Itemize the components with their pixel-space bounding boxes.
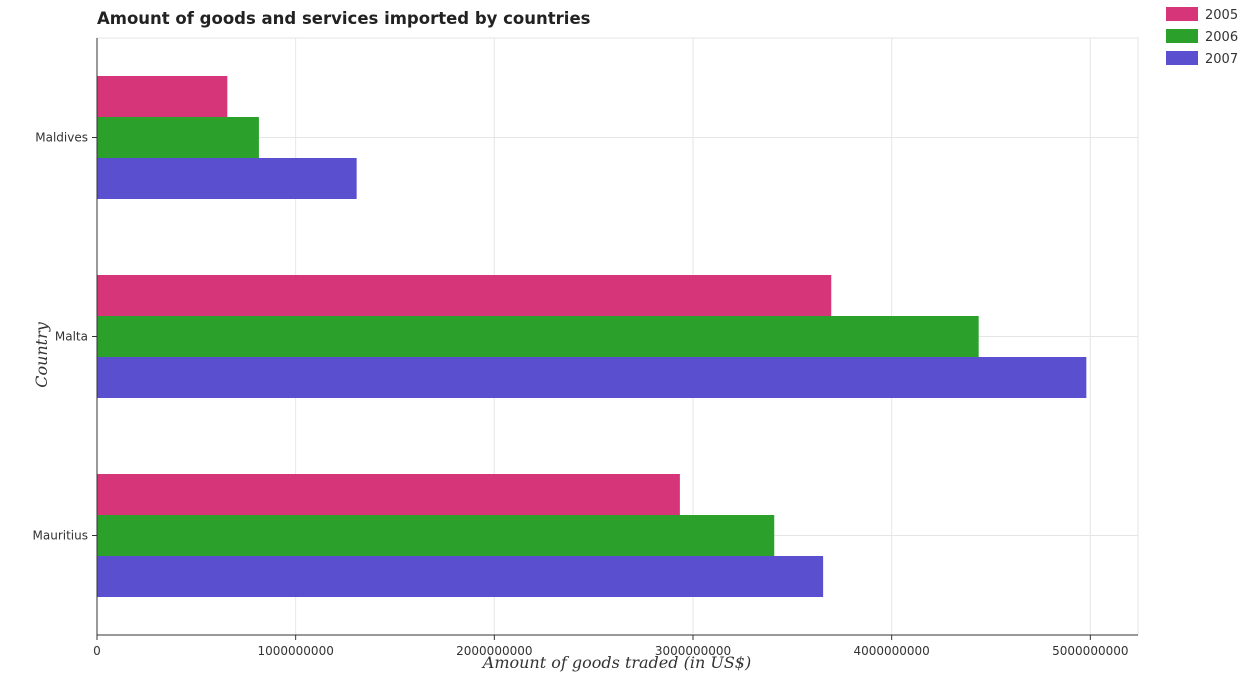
- y-axis-label: Country: [32, 321, 51, 388]
- x-tick-label: 0: [93, 644, 101, 658]
- bar-maldives-2006: [97, 117, 259, 158]
- bars: [97, 76, 1087, 597]
- legend-label-2007: 2007: [1205, 52, 1238, 67]
- x-axis: 0 1000000000 2000000000 3000000000 400000000…: [93, 634, 1138, 658]
- bar-malta-2007: [97, 357, 1087, 398]
- x-axis-label: Amount of goods traded (in US$): [481, 653, 751, 672]
- legend-swatch-2005: [1166, 7, 1198, 21]
- x-tick-label: 4000000000: [853, 644, 929, 658]
- bar-mauritius-2006: [97, 515, 775, 556]
- legend-swatch-2007: [1166, 51, 1198, 65]
- x-tick-label: 5000000000: [1052, 644, 1128, 658]
- x-tick-label: 2000000000: [456, 644, 532, 658]
- y-tick-label: Maldives: [35, 131, 88, 145]
- legend: 2005 2006 2007: [1166, 7, 1238, 67]
- bar-maldives-2005: [97, 76, 228, 117]
- y-axis: Maldives Malta Mauritius: [33, 38, 98, 635]
- x-tick-label: 3000000000: [655, 644, 731, 658]
- legend-swatch-2006: [1166, 29, 1198, 43]
- bar-maldives-2007: [97, 158, 357, 199]
- bar-mauritius-2007: [97, 556, 824, 597]
- y-tick-label: Malta: [55, 330, 88, 344]
- bar-malta-2006: [97, 316, 979, 357]
- x-tick-label: 1000000000: [257, 644, 333, 658]
- y-tick-label: Mauritius: [33, 529, 88, 543]
- legend-label-2005: 2005: [1205, 8, 1238, 23]
- bar-mauritius-2005: [97, 474, 680, 515]
- legend-label-2006: 2006: [1205, 30, 1238, 45]
- bar-malta-2005: [97, 275, 832, 316]
- chart-title: Amount of goods and services imported by…: [97, 9, 591, 28]
